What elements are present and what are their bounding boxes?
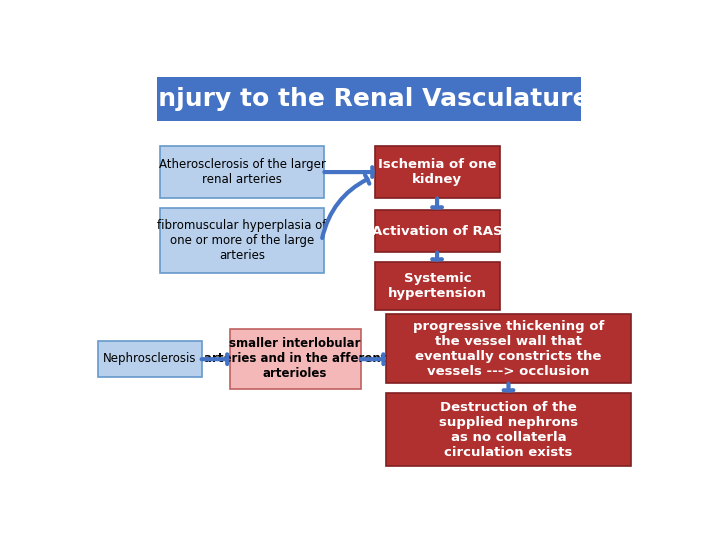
FancyBboxPatch shape [160,146,324,198]
FancyBboxPatch shape [99,341,202,377]
Text: Destruction of the
supplied nephrons
as no collaterla
circulation exists: Destruction of the supplied nephrons as … [439,401,578,458]
Text: Injury to the Renal Vasculature: Injury to the Renal Vasculature [149,87,589,111]
Text: progressive thickening of
the vessel wall that
eventually constricts the
vessels: progressive thickening of the vessel wal… [413,320,604,377]
Text: Ischemia of one
kidney: Ischemia of one kidney [378,158,497,186]
Text: Atherosclerosis of the larger
renal arteries: Atherosclerosis of the larger renal arte… [158,158,325,186]
Text: Nephrosclerosis: Nephrosclerosis [103,353,197,366]
FancyBboxPatch shape [160,208,324,273]
FancyBboxPatch shape [374,146,500,198]
FancyBboxPatch shape [386,393,631,466]
FancyBboxPatch shape [230,329,361,389]
Text: smaller interlobular
arteries and in the afferent
arterioles: smaller interlobular arteries and in the… [204,338,386,381]
FancyBboxPatch shape [374,210,500,252]
Text: fibromuscular hyperplasia of
one or more of the large
arteries: fibromuscular hyperplasia of one or more… [158,219,327,262]
FancyBboxPatch shape [157,77,581,121]
FancyBboxPatch shape [386,314,631,383]
FancyBboxPatch shape [374,262,500,310]
Text: Systemic
hypertension: Systemic hypertension [388,272,487,300]
Text: Activation of RAS: Activation of RAS [372,225,503,238]
